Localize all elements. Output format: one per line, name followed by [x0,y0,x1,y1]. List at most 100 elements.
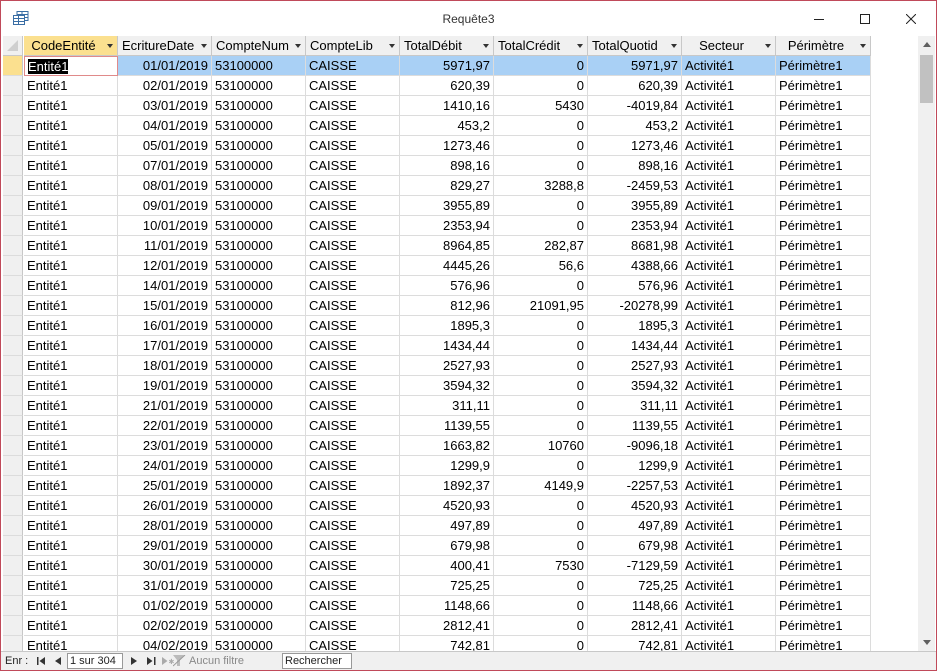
datasheet-grid[interactable]: CodeEntité EcritureDate CompteNum CompteLib… [3,36,918,651]
table-cell[interactable]: CAISSE [306,316,400,336]
table-cell[interactable]: Entité1 [24,336,118,356]
table-cell[interactable]: 01/02/2019 [118,596,212,616]
table-cell[interactable]: Activité1 [682,156,776,176]
table-cell[interactable]: 1892,37 [400,476,494,496]
table-cell[interactable]: CAISSE [306,256,400,276]
table-cell[interactable]: 53100000 [212,56,306,76]
table-cell[interactable]: 2353,94 [400,216,494,236]
table-cell[interactable]: Périmètre1 [776,236,871,256]
table-cell[interactable]: Entité1 [24,556,118,576]
table-cell[interactable]: 53100000 [212,296,306,316]
table-cell[interactable]: CAISSE [306,56,400,76]
table-cell[interactable]: Activité1 [682,636,776,651]
table-cell[interactable]: 5971,97 [588,56,682,76]
table-cell[interactable]: -9096,18 [588,436,682,456]
table-cell[interactable]: 53100000 [212,336,306,356]
record-selector[interactable] [3,556,23,576]
table-cell[interactable]: 25/01/2019 [118,476,212,496]
table-cell[interactable]: Périmètre1 [776,256,871,276]
table-cell[interactable]: 3594,32 [400,376,494,396]
table-cell[interactable]: 1299,9 [400,456,494,476]
table-cell[interactable]: CAISSE [306,496,400,516]
scroll-thumb[interactable] [920,55,933,103]
table-cell[interactable]: 53100000 [212,376,306,396]
table-cell[interactable]: 1895,3 [400,316,494,336]
table-cell[interactable]: 742,81 [588,636,682,651]
table-cell[interactable]: 53100000 [212,276,306,296]
table-cell[interactable]: Entité1 [24,516,118,536]
table-cell[interactable]: Activité1 [682,476,776,496]
table-cell[interactable]: Périmètre1 [776,496,871,516]
table-cell[interactable]: Entité1 [24,596,118,616]
table-cell[interactable]: 05/01/2019 [118,136,212,156]
table-cell[interactable]: 1139,55 [400,416,494,436]
table-cell[interactable]: Périmètre1 [776,576,871,596]
table-cell[interactable]: Activité1 [682,536,776,556]
current-record-field[interactable]: 1 sur 304 [67,653,123,669]
table-cell[interactable]: 829,27 [400,176,494,196]
record-selector[interactable] [3,56,23,76]
column-header[interactable]: TotalCrédit [494,36,588,56]
table-cell[interactable]: CAISSE [306,596,400,616]
table-cell[interactable]: CAISSE [306,136,400,156]
table-cell[interactable]: 898,16 [400,156,494,176]
table-cell[interactable]: Activité1 [682,96,776,116]
table-cell[interactable]: Entité1 [24,136,118,156]
table-cell[interactable]: Entité1 [24,396,118,416]
column-header[interactable]: EcritureDate [118,36,212,56]
table-cell[interactable]: Périmètre1 [776,616,871,636]
table-cell[interactable]: -2257,53 [588,476,682,496]
table-cell[interactable]: CAISSE [306,116,400,136]
table-cell[interactable]: CAISSE [306,636,400,651]
table-cell[interactable]: 53100000 [212,256,306,276]
record-selector[interactable] [3,336,23,356]
table-cell[interactable]: CAISSE [306,576,400,596]
table-cell[interactable]: Activité1 [682,416,776,436]
record-selector[interactable] [3,136,23,156]
table-cell[interactable]: 08/01/2019 [118,176,212,196]
table-cell[interactable]: Activité1 [682,76,776,96]
table-cell[interactable]: CAISSE [306,356,400,376]
table-cell[interactable]: 04/01/2019 [118,116,212,136]
sort-filter-dropdown-icon[interactable] [671,44,677,48]
table-cell[interactable]: Périmètre1 [776,456,871,476]
table-cell[interactable]: Entité1 [24,56,118,76]
table-row[interactable]: Entité1 07/01/2019 53100000 CAISSE 898,16 0 89… [3,156,871,176]
table-cell[interactable]: 0 [494,356,588,376]
table-cell[interactable]: Périmètre1 [776,296,871,316]
next-record-button[interactable] [127,654,141,668]
table-cell[interactable]: 1663,82 [400,436,494,456]
table-cell[interactable]: 53100000 [212,196,306,216]
table-cell[interactable]: 2812,41 [588,616,682,636]
table-cell[interactable]: 56,6 [494,256,588,276]
table-cell[interactable]: Entité1 [24,176,118,196]
table-cell[interactable]: Périmètre1 [776,216,871,236]
record-selector[interactable] [3,116,23,136]
table-cell[interactable]: Entité1 [24,236,118,256]
table-cell[interactable]: 53100000 [212,76,306,96]
table-cell[interactable]: 26/01/2019 [118,496,212,516]
table-cell[interactable]: -20278,99 [588,296,682,316]
table-cell[interactable]: 282,87 [494,236,588,256]
table-cell[interactable]: 0 [494,496,588,516]
table-row[interactable]: Entité1 17/01/2019 53100000 CAISSE 1434,44 0 1… [3,336,871,356]
table-cell[interactable]: Entité1 [24,196,118,216]
table-cell[interactable]: 1273,46 [588,136,682,156]
table-cell[interactable]: 620,39 [400,76,494,96]
table-cell[interactable]: 53100000 [212,556,306,576]
maximize-button[interactable] [842,1,888,36]
table-cell[interactable]: Entité1 [24,216,118,236]
sort-filter-dropdown-icon[interactable] [860,44,866,48]
vertical-scrollbar[interactable] [918,36,935,651]
table-cell[interactable]: Entité1 [24,576,118,596]
table-cell[interactable]: 53100000 [212,96,306,116]
table-cell[interactable]: 576,96 [400,276,494,296]
table-row[interactable]: Entité1 23/01/2019 53100000 CAISSE 1663,82 10… [3,436,871,456]
table-cell[interactable]: -4019,84 [588,96,682,116]
table-cell[interactable]: 620,39 [588,76,682,96]
table-cell[interactable]: Activité1 [682,376,776,396]
table-cell[interactable]: 53100000 [212,116,306,136]
record-selector[interactable] [3,616,23,636]
table-cell[interactable]: 4149,9 [494,476,588,496]
table-cell[interactable]: Activité1 [682,296,776,316]
